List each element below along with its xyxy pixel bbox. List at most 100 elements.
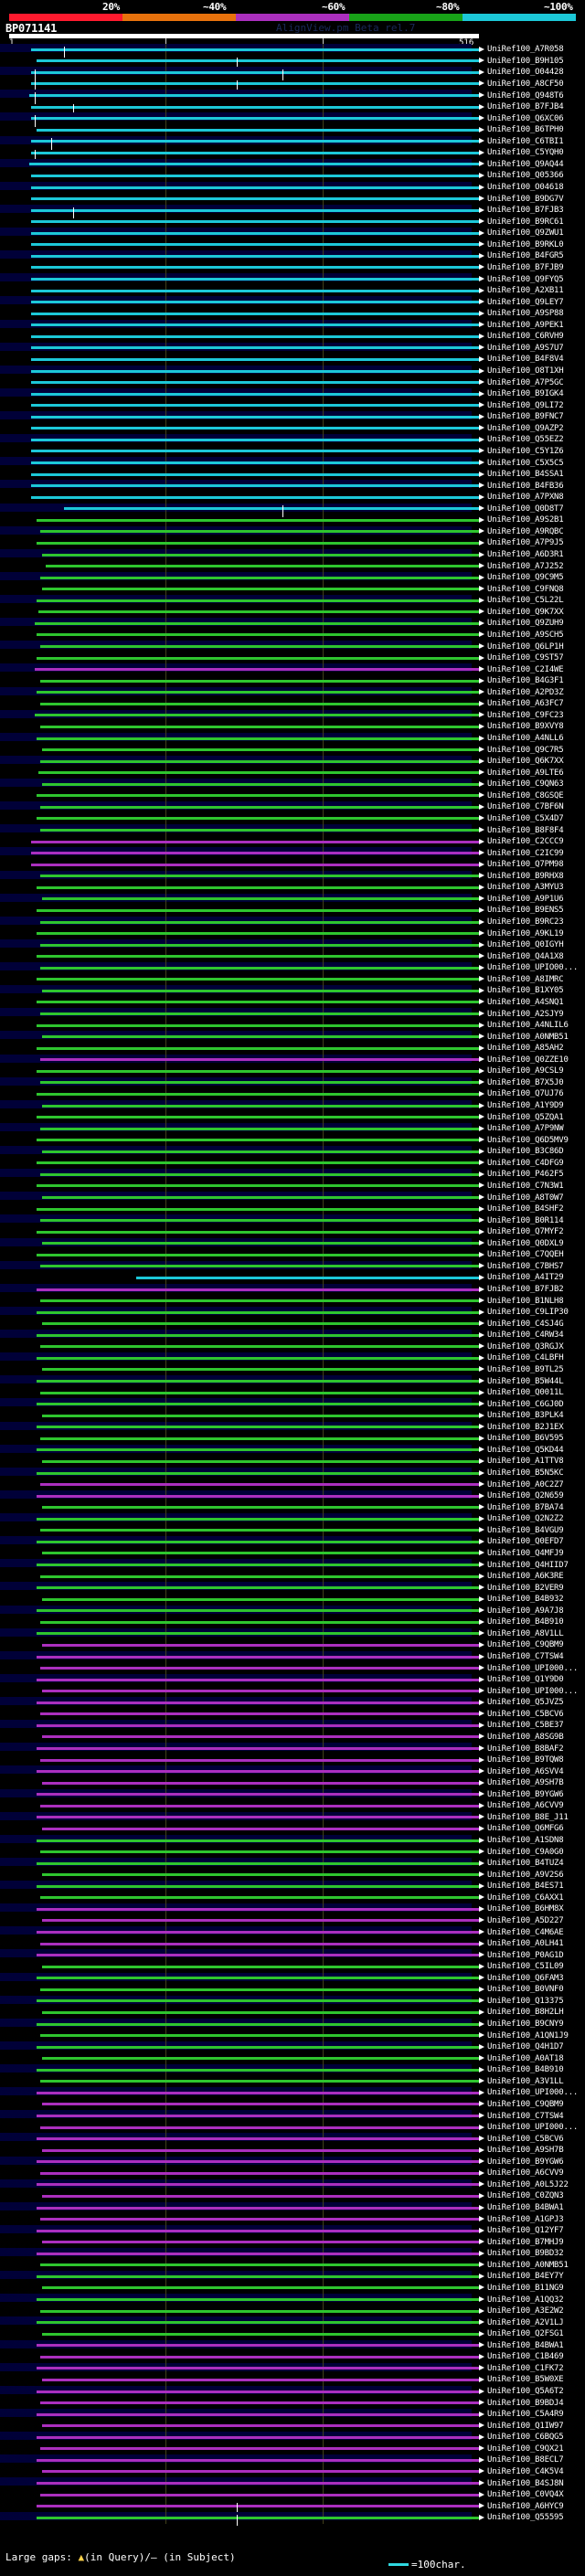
alignment-segment[interactable] — [36, 1793, 479, 1797]
hit-row[interactable]: UniRef100_A8SG9B — [0, 1731, 585, 1744]
alignment-segment[interactable] — [41, 2424, 479, 2428]
hit-label[interactable]: UniRef100_C4K5V4 — [487, 2466, 564, 2476]
alignment-segment[interactable] — [37, 610, 479, 614]
hit-row[interactable]: UniRef100_A3V1LL — [0, 2075, 585, 2088]
hit-label[interactable]: UniRef100_C5BCV6 — [487, 2134, 564, 2144]
alignment-segment[interactable] — [36, 2390, 479, 2393]
hit-row[interactable]: UniRef100_B5W44L — [0, 1375, 585, 1387]
alignment-segment[interactable] — [41, 2103, 479, 2106]
hit-row[interactable]: UniRef100_A5D227 — [0, 1914, 585, 1927]
alignment-segment[interactable] — [39, 920, 479, 924]
hit-row[interactable]: UniRef100_C2CCC9 — [0, 835, 585, 848]
hit-row[interactable]: UniRef100_Q5KD44 — [0, 1444, 585, 1457]
alignment-segment[interactable] — [39, 1758, 479, 1762]
hit-label[interactable]: UniRef100_Q9C9M5 — [487, 573, 564, 583]
hit-label[interactable]: UniRef100_B8ECL7 — [487, 2455, 564, 2465]
hit-row[interactable]: UniRef100_Q9ZWU1 — [0, 228, 585, 239]
alignment-segment[interactable] — [36, 955, 479, 959]
hit-label[interactable]: UniRef100_Q6FAM3 — [487, 1973, 564, 1983]
hit-row[interactable]: UniRef100_Q9K7XX — [0, 606, 585, 619]
alignment-segment[interactable] — [39, 2218, 479, 2221]
hit-row[interactable]: UniRef100_Q6K7XX — [0, 755, 585, 768]
alignment-segment[interactable] — [39, 2493, 479, 2496]
alignment-segment[interactable] — [39, 1712, 479, 1716]
hit-row[interactable]: UniRef100_A9A7J8 — [0, 1605, 585, 1617]
hit-row[interactable]: UniRef100_A0LH41 — [0, 1937, 585, 1950]
hit-row[interactable]: UniRef100_A1SDN8 — [0, 1834, 585, 1847]
hit-row[interactable]: UniRef100_Q6LP1H — [0, 641, 585, 652]
alignment-segment[interactable] — [39, 1265, 479, 1268]
alignment-segment[interactable] — [30, 174, 479, 177]
hit-row[interactable]: UniRef100_B4B910 — [0, 1617, 585, 1628]
alignment-segment[interactable] — [36, 2516, 479, 2519]
hit-row[interactable]: UniRef100_A9SCH5 — [0, 629, 585, 641]
hit-row[interactable]: UniRef100_C8GSQE — [0, 790, 585, 802]
alignment-segment[interactable] — [36, 1632, 479, 1636]
alignment-segment[interactable] — [41, 1506, 479, 1510]
hit-row[interactable]: UniRef100_C7TSW4 — [0, 2110, 585, 2122]
hit-row[interactable]: UniRef100_A0NMB51 — [0, 2259, 585, 2272]
hit-label[interactable]: UniRef100_B4FB36 — [487, 481, 564, 491]
alignment-segment[interactable] — [36, 1426, 479, 1429]
alignment-segment[interactable] — [36, 1907, 479, 1911]
hit-row[interactable]: UniRef100_A7P5GC — [0, 376, 585, 388]
alignment-segment[interactable] — [39, 2171, 479, 2175]
hit-label[interactable]: UniRef100_C9A0G0 — [487, 1847, 564, 1857]
hit-row[interactable]: UniRef100_B9YGW6 — [0, 1788, 585, 1801]
hit-row[interactable]: UniRef100_P0AG1D — [0, 1949, 585, 1961]
hit-row[interactable]: UniRef100_A6CVV9 — [0, 1800, 585, 1812]
hit-label[interactable]: UniRef100_B3PLK4 — [487, 1411, 564, 1421]
hit-label[interactable]: UniRef100_A8IMRC — [487, 974, 564, 984]
hit-row[interactable]: UniRef100_B9RC23 — [0, 916, 585, 928]
hit-label[interactable]: UniRef100_A9LTE6 — [487, 768, 564, 778]
hit-label[interactable]: UniRef100_A1Y9D9 — [487, 1101, 564, 1111]
alignment-segment[interactable] — [36, 1861, 479, 1865]
alignment-segment[interactable] — [39, 1574, 479, 1578]
hit-label[interactable]: UniRef100_O8T1XH — [487, 366, 564, 376]
hit-label[interactable]: UniRef100_C6BQG5 — [487, 2433, 564, 2443]
hit-label[interactable]: UniRef100_B11NG9 — [487, 2283, 564, 2293]
hit-row[interactable]: UniRef100_A9PEK1 — [0, 319, 585, 332]
hit-label[interactable]: UniRef100_B4SSA1 — [487, 470, 564, 480]
alignment-segment[interactable] — [36, 2022, 479, 2026]
hit-row[interactable]: UniRef100_A0AT18 — [0, 2052, 585, 2064]
hit-label[interactable]: UniRef100_Q55595 — [487, 2513, 564, 2523]
hit-row[interactable]: UniRef100_A1TTV8 — [0, 1456, 585, 1468]
hit-label[interactable]: UniRef100_A7P9NW — [487, 1124, 564, 1134]
alignment-segment[interactable] — [36, 518, 479, 522]
hit-label[interactable]: UniRef100_UPIO00... — [487, 963, 579, 973]
hit-label[interactable]: UniRef100_Q4H1D7 — [487, 2042, 564, 2052]
hit-label[interactable]: UniRef100_B7FJB2 — [487, 1285, 564, 1295]
hit-label[interactable]: UniRef100_C7BF6N — [487, 802, 564, 812]
hit-label[interactable]: UniRef100_C7TSW4 — [487, 1652, 564, 1662]
alignment-segment[interactable] — [36, 817, 479, 821]
alignment-segment[interactable] — [41, 1196, 479, 1200]
hit-row[interactable]: UniRef100_C9QN63 — [0, 779, 585, 790]
alignment-segment[interactable] — [36, 1001, 479, 1004]
alignment-segment[interactable] — [36, 1701, 479, 1704]
alignment-segment[interactable] — [41, 1873, 479, 1877]
alignment-segment[interactable] — [36, 59, 479, 63]
hit-row[interactable]: UniRef100_O04618 — [0, 181, 585, 194]
hit-label[interactable]: UniRef100_A9A7J8 — [487, 1606, 564, 1616]
hit-label[interactable]: UniRef100_A9SP88 — [487, 309, 564, 319]
alignment-segment[interactable] — [41, 2148, 479, 2152]
hit-label[interactable]: UniRef100_A9CSL9 — [487, 1066, 564, 1076]
hit-label[interactable]: UniRef100_Q1IW97 — [487, 2421, 564, 2431]
hit-label[interactable]: UniRef100_A4SNQ1 — [487, 997, 564, 1007]
hit-label[interactable]: UniRef100_B8H2LH — [487, 2008, 564, 2018]
hit-row[interactable]: UniRef100_Q6MFG6 — [0, 1823, 585, 1835]
alignment-segment[interactable] — [36, 1999, 479, 2003]
hit-label[interactable]: UniRef100_O04428 — [487, 68, 564, 78]
hit-label[interactable]: UniRef100_B1NLH8 — [487, 1296, 564, 1306]
alignment-segment[interactable] — [36, 2091, 479, 2094]
hit-label[interactable]: UniRef100_C6AXX1 — [487, 1892, 564, 1903]
hit-row[interactable]: UniRef100_B7FJB4 — [0, 101, 585, 116]
hit-row[interactable]: UniRef100_Q0EFD7 — [0, 1536, 585, 1548]
alignment-segment[interactable] — [30, 254, 479, 258]
hit-label[interactable]: UniRef100_A8V1LL — [487, 1628, 564, 1638]
hit-label[interactable]: UniRef100_B9YGW6 — [487, 1789, 564, 1799]
hit-row[interactable]: UniRef100_C9QBM9 — [0, 2098, 585, 2111]
hit-row[interactable]: UniRef100_Q7UJ76 — [0, 1088, 585, 1100]
hit-row[interactable]: UniRef100_B0R114 — [0, 1214, 585, 1226]
